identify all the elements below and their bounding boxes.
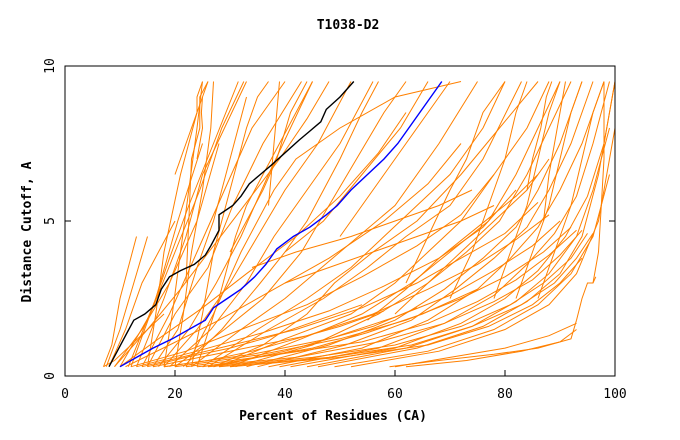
model-curve-66 (251, 189, 473, 268)
model-curve-6 (119, 81, 245, 367)
model-curve-53 (147, 81, 209, 367)
model-curve-30 (279, 81, 610, 368)
model-curve-63 (394, 158, 550, 315)
model-curve-43 (218, 233, 594, 368)
model-curve-4 (108, 220, 176, 367)
model-curve-51 (174, 81, 214, 367)
plot-area (103, 81, 615, 368)
x-tick-label: 20 (167, 387, 183, 402)
model-curve-35 (350, 127, 615, 368)
model-curve-73 (147, 304, 363, 368)
model-curve-37 (152, 214, 550, 368)
model-curve-20 (196, 81, 313, 367)
model-curve-41 (196, 229, 583, 368)
model-curve-38 (163, 220, 561, 368)
model-curve-10 (141, 81, 286, 367)
model-curve-42 (207, 233, 588, 368)
model-curve-61 (515, 81, 583, 299)
model-curve-16 (174, 81, 407, 368)
chart-title: T1038-D2 (317, 18, 380, 33)
model-curve-48 (119, 112, 407, 368)
model-curve-69 (174, 81, 203, 175)
model-curve-75 (394, 322, 577, 368)
x-tick-label: 60 (387, 387, 403, 402)
model-curve-57 (339, 81, 451, 237)
highlight-curve-1 (108, 81, 355, 368)
model-curve-71 (202, 307, 418, 368)
model-curve-79 (543, 81, 566, 222)
x-axis-label: Percent of Residues (CA) (239, 409, 427, 424)
model-curve-59 (449, 81, 528, 299)
model-curve-9 (136, 81, 247, 367)
model-curve-52 (163, 81, 203, 367)
x-tick-label: 40 (277, 387, 293, 402)
model-curve-47 (125, 143, 462, 368)
model-curve-58 (405, 81, 506, 284)
model-curve-17 (182, 81, 429, 368)
y-tick-label: 5 (43, 217, 58, 225)
model-curve-54 (185, 81, 209, 284)
model-curve-77 (576, 276, 597, 321)
model-curve-36 (141, 202, 539, 368)
model-curve-15 (169, 81, 374, 368)
model-curve-76 (405, 329, 577, 368)
model-curve-29 (268, 81, 605, 368)
model-curve-44 (229, 257, 583, 368)
model-curve-12 (152, 96, 247, 367)
y-axis: 0 5 10 (43, 58, 615, 380)
model-curve-64 (367, 174, 539, 321)
model-curve-45 (136, 189, 517, 368)
x-tick-label: 80 (497, 387, 513, 402)
model-curve-74 (389, 320, 577, 368)
model-curve-18 (185, 81, 462, 367)
model-curve-65 (284, 205, 495, 284)
model-curve-62 (537, 81, 605, 299)
model-curve-40 (185, 229, 577, 368)
model-curve-22 (207, 81, 522, 368)
y-tick-label: 0 (43, 372, 58, 380)
model-curve-31 (290, 81, 615, 368)
model-curve-72 (163, 310, 385, 368)
model-curves (103, 81, 615, 368)
y-tick-label: 10 (43, 58, 58, 74)
highlighted-curves (108, 81, 443, 368)
model-curve-34 (334, 174, 610, 368)
model-curve-32 (306, 127, 610, 368)
x-tick-label: 100 (603, 387, 626, 402)
model-curve-50 (191, 81, 269, 367)
model-curve-80 (526, 81, 553, 191)
model-curve-68 (268, 81, 280, 206)
model-curve-3 (105, 236, 148, 367)
model-curve-56 (284, 81, 379, 253)
model-curve-8 (130, 81, 239, 367)
model-curve-78 (592, 81, 605, 284)
model-curve-55 (229, 81, 308, 253)
model-curve-49 (114, 81, 330, 368)
x-tick-label: 0 (61, 387, 69, 402)
x-axis: 0 20 40 60 80 100 (61, 370, 627, 402)
model-curve-28 (257, 81, 594, 368)
model-curve-1 (103, 236, 137, 367)
model-curve-67 (196, 96, 204, 160)
y-axis-label: Distance Cutoff, A (20, 161, 35, 302)
model-curve-24 (218, 81, 550, 368)
highlight-curve-2 (119, 81, 443, 368)
